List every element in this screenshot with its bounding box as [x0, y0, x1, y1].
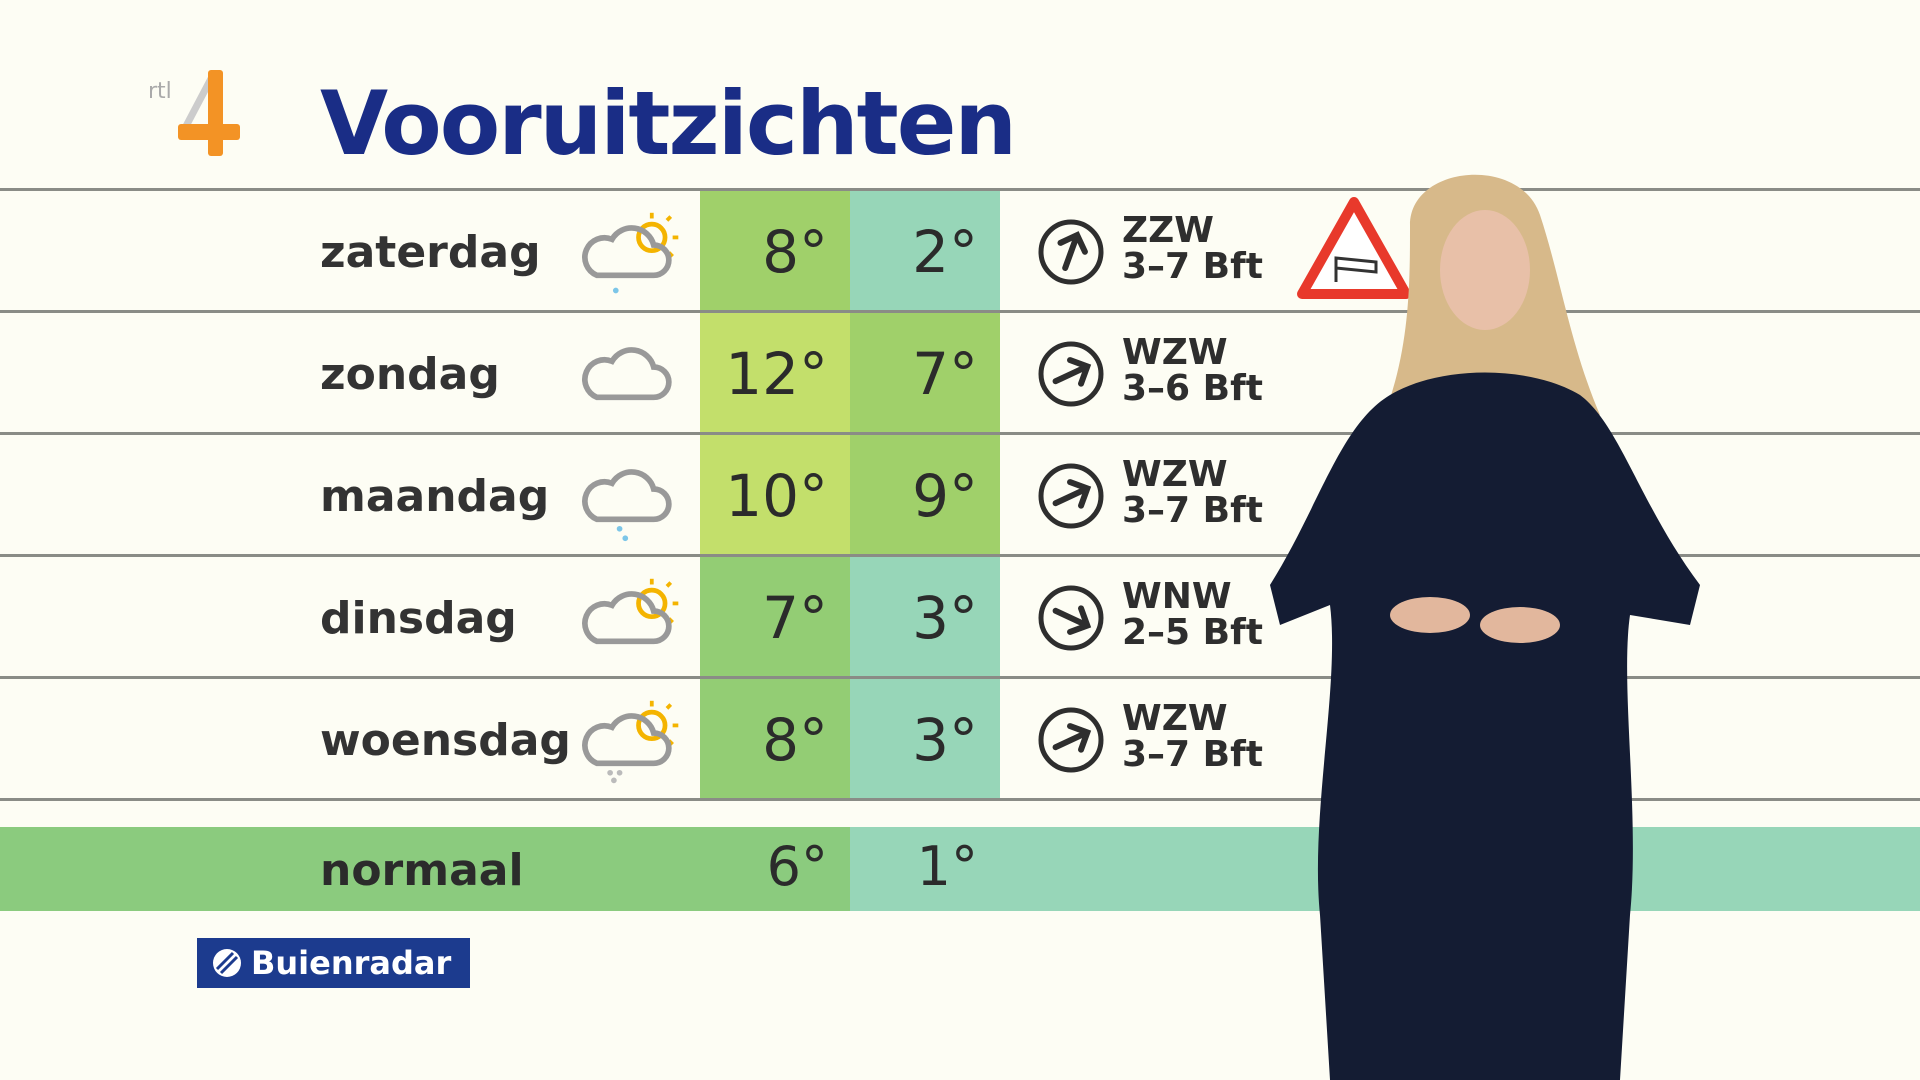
divider: [0, 798, 1920, 801]
wind-force: 3–6 Bft: [1122, 368, 1263, 409]
rtl4-logo: rtl: [148, 70, 240, 156]
svg-text:rtl: rtl: [148, 79, 172, 104]
wind-warning-icon: [1297, 197, 1411, 299]
cloud-drizzle-icon: [582, 469, 672, 542]
cloud-icon: [582, 347, 672, 401]
wind-force: 3–7 Bft: [1122, 246, 1263, 287]
forecast-row: maandag 10° 9° WZW 3–7 Bft: [0, 432, 1920, 557]
normal-max: 6°: [766, 835, 828, 898]
wind-direction: ZZW: [1122, 210, 1214, 251]
wind-direction: WZW: [1122, 698, 1228, 739]
forecast-row: zaterdag 8° 2° ZZW 3–7 Bft: [0, 188, 1920, 313]
wind-force: 2–5 Bft: [1122, 612, 1263, 653]
wind-arrow-icon: [1038, 341, 1104, 407]
sun-cloud-snow-icon: [582, 700, 679, 784]
max-temp: 12°: [700, 313, 850, 435]
forecast-row: woensdag 8° 3° WZW 3–7 Bft: [0, 676, 1920, 801]
presenter: [1270, 174, 1700, 1080]
buienradar-icon: [213, 949, 241, 977]
day-name: zaterdag: [320, 227, 541, 278]
day-name: dinsdag: [320, 593, 517, 644]
wind-force: 3–7 Bft: [1122, 490, 1263, 531]
max-temp: 10°: [700, 435, 850, 557]
min-temp: 3°: [850, 679, 1000, 801]
forecast-row: zondag 12° 7° WZW 3–6 Bft: [0, 310, 1920, 435]
wind-arrow-icon: [1038, 219, 1104, 285]
max-temp: 7°: [700, 557, 850, 679]
min-temp: 3°: [850, 557, 1000, 679]
sun-cloud-rain-icon: [582, 212, 679, 294]
brand-label: Buienradar: [251, 944, 452, 982]
normal-label: normaal: [320, 845, 524, 896]
wind-force: 3–7 Bft: [1122, 734, 1263, 775]
day-name: zondag: [320, 349, 500, 400]
day-name: woensdag: [320, 715, 571, 766]
day-name: maandag: [320, 471, 550, 522]
wind-arrow-icon: [1038, 707, 1104, 773]
wind-arrow-icon: [1038, 585, 1104, 651]
wind-direction: WZW: [1122, 454, 1228, 495]
wind-arrow-icon: [1038, 463, 1104, 529]
wind-direction: WNW: [1122, 576, 1232, 617]
buienradar-badge: Buienradar: [197, 938, 470, 988]
wind-direction: WZW: [1122, 332, 1228, 373]
forecast-row: dinsdag 7° 3° WNW 2–5 Bft: [0, 554, 1920, 679]
min-temp: 2°: [850, 191, 1000, 313]
sun-cloud-icon: [582, 578, 679, 645]
max-temp: 8°: [700, 679, 850, 801]
min-temp: 9°: [850, 435, 1000, 557]
page-title: Vooruitzichten: [320, 72, 1017, 175]
normal-min: 1°: [916, 835, 978, 898]
max-temp: 8°: [700, 191, 850, 313]
min-temp: 7°: [850, 313, 1000, 435]
